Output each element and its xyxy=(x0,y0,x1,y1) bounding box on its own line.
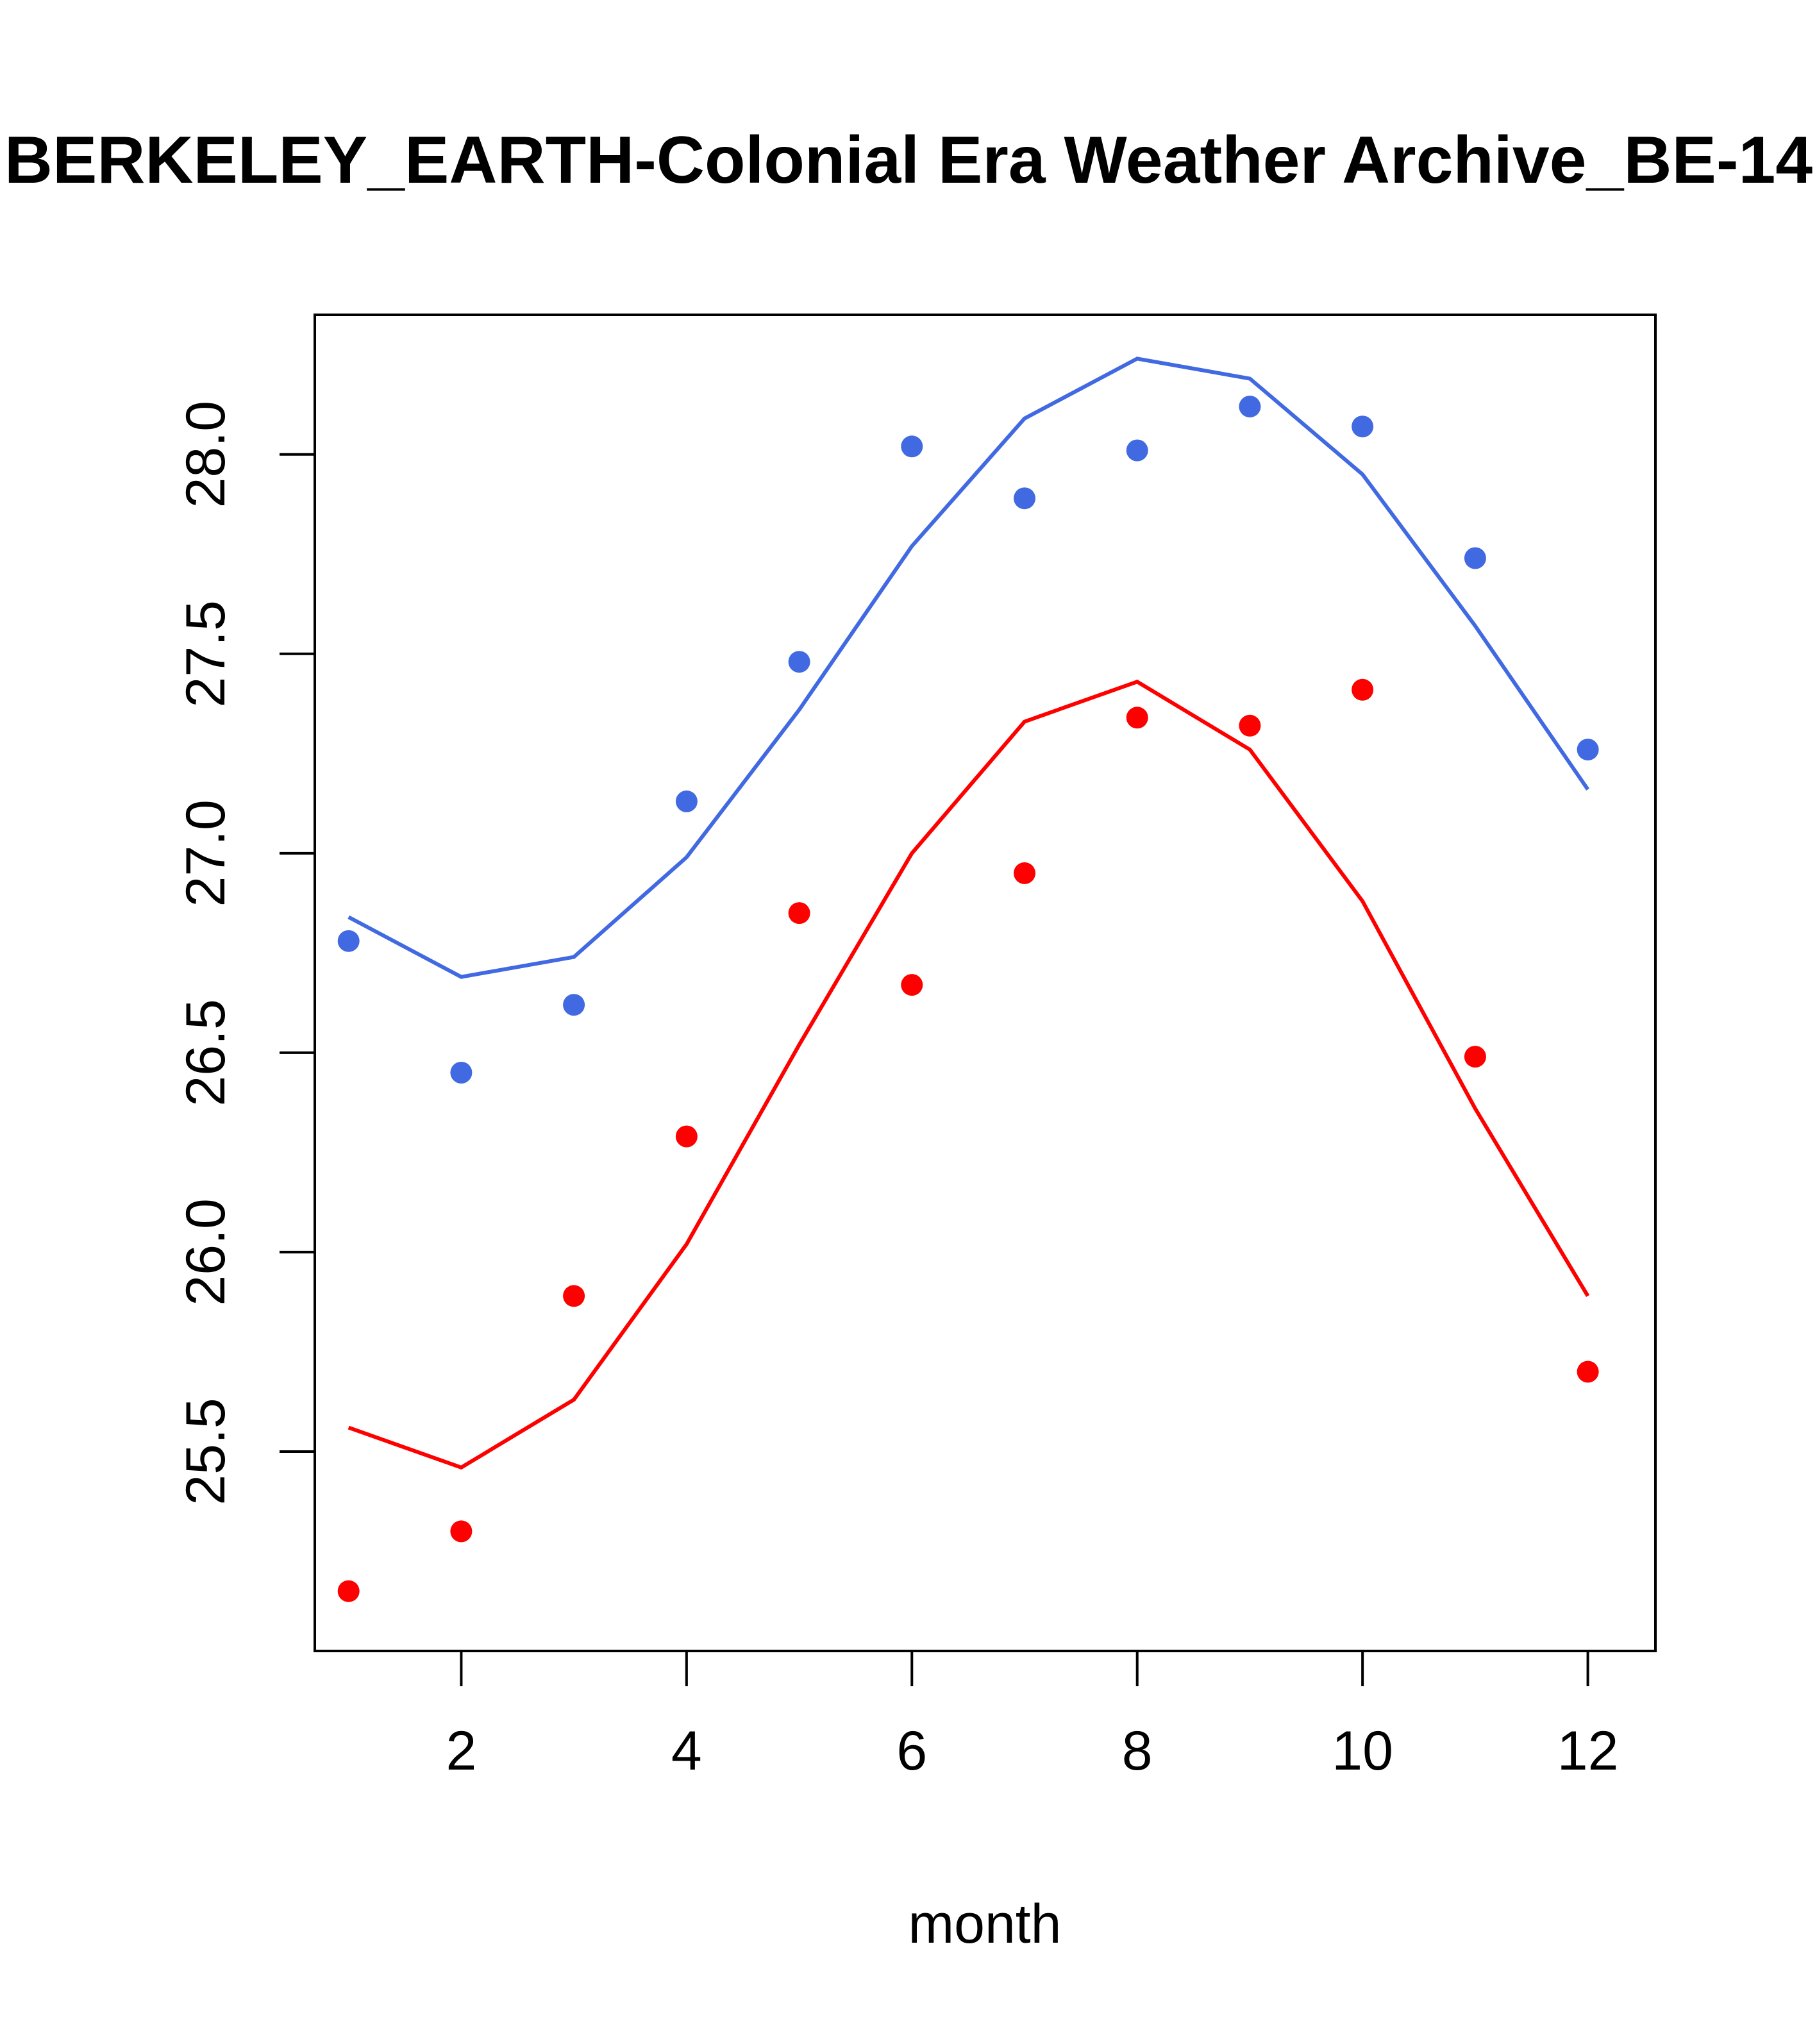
series-2-point xyxy=(1239,714,1261,737)
series-1-point xyxy=(337,930,360,952)
series-2-fit-line xyxy=(347,679,1590,1470)
y-tick-label: 27.5 xyxy=(175,600,237,707)
series-1-point xyxy=(1014,487,1035,510)
y-tick-label: 26.5 xyxy=(175,999,237,1106)
series-2-point xyxy=(450,1520,473,1543)
series-1-point xyxy=(1239,396,1261,418)
series-2-point xyxy=(1464,1046,1486,1068)
series-1-fit-line xyxy=(347,356,1590,979)
series-1-point xyxy=(1464,547,1486,569)
x-tick-label: 8 xyxy=(1122,1720,1153,1782)
x-tick-label: 12 xyxy=(1557,1720,1619,1782)
series-2-point xyxy=(563,1285,585,1307)
series-1-point xyxy=(901,435,923,458)
data-points xyxy=(337,396,1599,1602)
series-2-point xyxy=(1352,678,1374,701)
series-1-point xyxy=(1352,415,1374,438)
chart-title: BERKELEY_EARTH-Colonial Era Weather Arch… xyxy=(4,123,1813,197)
series-2-point xyxy=(788,902,810,925)
x-tick-label: 10 xyxy=(1332,1720,1393,1782)
x-axis-label: month xyxy=(908,1893,1061,1955)
series-1-point xyxy=(450,1062,473,1084)
x-tick-label: 6 xyxy=(896,1720,927,1782)
x-tick-label: 4 xyxy=(671,1720,702,1782)
series-1-point xyxy=(563,994,585,1016)
series-1-point xyxy=(675,790,698,812)
series-2-point xyxy=(1014,862,1035,884)
y-axis: 25.5 26.0 26.5 27.0 27.5 28.0 xyxy=(175,401,316,1505)
series-2-point xyxy=(1577,1361,1599,1383)
series-2-point xyxy=(675,1125,698,1148)
y-tick-label: 28.0 xyxy=(175,401,237,508)
series-2-point xyxy=(901,974,923,996)
series-1-point xyxy=(1126,439,1148,462)
series-2-point xyxy=(337,1580,360,1602)
y-tick-label: 26.0 xyxy=(175,1198,237,1305)
fit-lines xyxy=(347,356,1590,1470)
series-2-point xyxy=(1126,707,1148,729)
x-tick-label: 2 xyxy=(446,1720,477,1782)
series-1-point xyxy=(788,651,810,673)
y-tick-label: 25.5 xyxy=(175,1398,237,1505)
y-tick-label: 27.0 xyxy=(175,800,237,907)
x-axis: 2 4 6 8 10 12 xyxy=(446,1650,1619,1782)
plot-frame xyxy=(314,314,1657,1652)
series-1-point xyxy=(1577,739,1599,761)
